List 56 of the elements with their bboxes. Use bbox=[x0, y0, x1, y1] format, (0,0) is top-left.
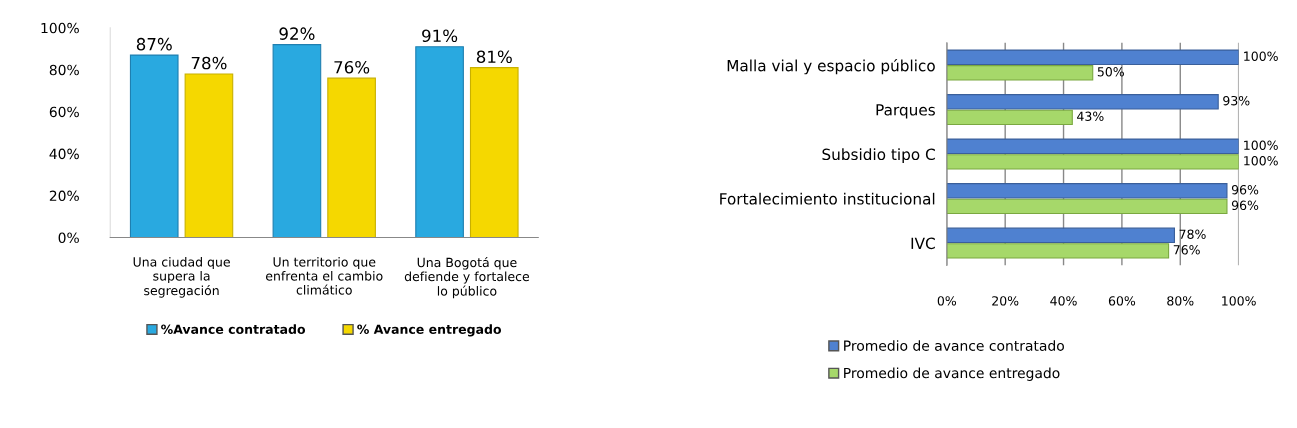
bar bbox=[129, 54, 179, 238]
x-tick-label: 0% bbox=[937, 296, 957, 306]
x-tick-label: Un territorio que enfrenta el cambio climático bbox=[265, 256, 383, 295]
data-label: 96% bbox=[1231, 200, 1259, 211]
bar bbox=[946, 183, 1228, 199]
legend-label: % Avance entregado bbox=[357, 324, 502, 337]
bar bbox=[946, 49, 1239, 65]
bar bbox=[946, 154, 1239, 170]
data-label: 50% bbox=[1097, 67, 1124, 77]
data-label: 78% bbox=[1179, 229, 1206, 239]
y-tick-label: Fortalecimiento institucional bbox=[720, 192, 935, 205]
x-tick-label: 20% bbox=[992, 296, 1019, 306]
bar bbox=[184, 73, 234, 238]
data-label: 91% bbox=[422, 29, 458, 43]
y-tick-label: Malla vial y espacio público bbox=[727, 58, 935, 75]
bar bbox=[327, 77, 376, 238]
y-tick-label: 40% bbox=[49, 148, 79, 160]
data-label: 100% bbox=[1244, 51, 1278, 61]
data-label: 81% bbox=[476, 50, 512, 64]
y-tick-label: 20% bbox=[49, 190, 79, 202]
bar bbox=[946, 243, 1170, 259]
legend-label: %Avance contratado bbox=[161, 324, 306, 334]
data-label: 76% bbox=[1173, 245, 1200, 255]
bar bbox=[946, 227, 1175, 244]
data-label: 100% bbox=[1244, 156, 1278, 166]
y-tick-label: 60% bbox=[49, 106, 79, 118]
legend-label: Promedio de avance entregado bbox=[844, 367, 1060, 381]
data-label: 96% bbox=[1231, 184, 1259, 195]
x-tick-label: 60% bbox=[1108, 296, 1136, 306]
x-tick-label: Una ciudad que supera la segregación bbox=[133, 256, 230, 298]
bar bbox=[469, 67, 519, 238]
data-label: 78% bbox=[191, 56, 227, 70]
x-tick-label: 100% bbox=[1222, 296, 1256, 306]
bar bbox=[415, 46, 464, 238]
data-label: 93% bbox=[1223, 95, 1250, 106]
x-tick-label: Una Bogotá que defiende y fortalece lo público bbox=[404, 256, 530, 299]
y-tick-label: Parques bbox=[876, 104, 935, 119]
x-tick-label: 40% bbox=[1050, 296, 1077, 306]
data-label: 92% bbox=[279, 27, 315, 40]
y-tick-label: 0% bbox=[58, 232, 79, 244]
legend-label: Promedio de avance contratado bbox=[844, 340, 1064, 351]
y-tick-label: 80% bbox=[49, 64, 79, 76]
bar bbox=[946, 109, 1073, 126]
y-tick-label: IVC bbox=[911, 237, 935, 250]
bar bbox=[272, 44, 322, 238]
bar bbox=[946, 94, 1219, 110]
y-tick-label: Subsidio tipo C bbox=[822, 148, 935, 164]
data-label: 76% bbox=[334, 60, 370, 74]
data-label: 100% bbox=[1244, 140, 1278, 150]
bar bbox=[946, 138, 1239, 155]
bar bbox=[946, 198, 1228, 215]
y-tick-label: 100% bbox=[41, 22, 79, 34]
bar bbox=[946, 65, 1094, 81]
data-label: 87% bbox=[136, 37, 172, 51]
data-label: 43% bbox=[1077, 111, 1104, 121]
x-tick-label: 80% bbox=[1167, 296, 1194, 306]
